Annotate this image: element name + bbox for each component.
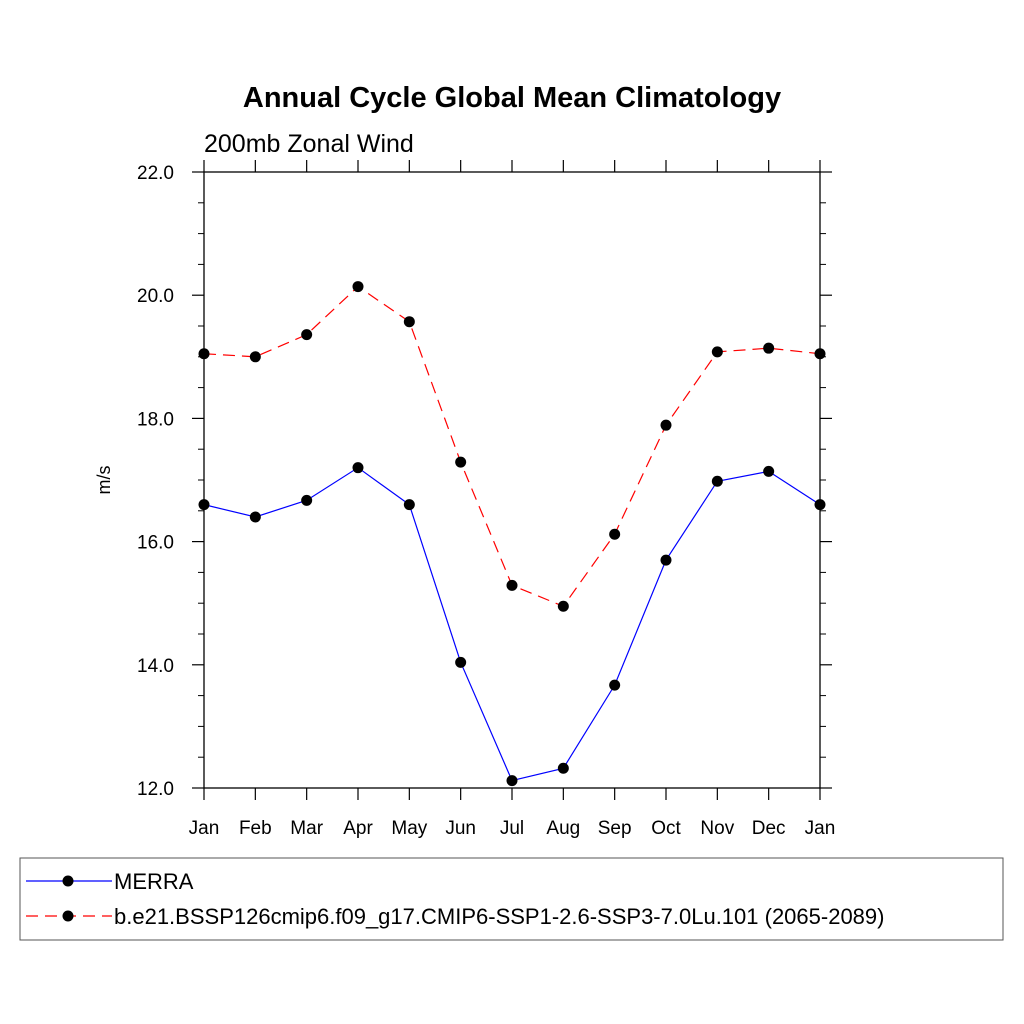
x-tick-label: May bbox=[391, 818, 427, 839]
x-tick-label: Jun bbox=[445, 818, 476, 839]
legend-label-1: b.e21.BSSP126cmip6.f09_g17.CMIP6-SSP1-2.… bbox=[114, 904, 884, 929]
series-0-point bbox=[557, 762, 569, 774]
x-tick-label: Jul bbox=[500, 818, 524, 839]
series-0-point bbox=[763, 465, 775, 477]
x-tick-label: Jan bbox=[805, 818, 836, 839]
series-0-point bbox=[609, 679, 621, 691]
x-tick-label: Mar bbox=[290, 818, 323, 839]
y-tick-label: 18.0 bbox=[137, 409, 174, 430]
series-1-point bbox=[403, 316, 415, 328]
x-tick-label: Jan bbox=[189, 818, 220, 839]
series-layer bbox=[198, 281, 826, 787]
series-1-point bbox=[660, 419, 672, 431]
series-1-point bbox=[301, 329, 313, 341]
plot-frame bbox=[203, 171, 821, 789]
chart-subtitle: 200mb Zonal Wind bbox=[204, 130, 414, 158]
series-0-point bbox=[455, 656, 467, 668]
y-axis-label: m/s bbox=[94, 466, 114, 495]
axis-ticks: Jan Feb Mar Apr May Jun Jul Aug Sep Oct Nov Dec Jan 1… bbox=[137, 160, 835, 839]
legend-label-0: MERRA bbox=[114, 869, 194, 894]
x-tick-label: Oct bbox=[651, 818, 681, 839]
series-0-point bbox=[506, 775, 518, 787]
series-0-point bbox=[711, 475, 723, 487]
series-1-point bbox=[352, 281, 364, 293]
series-1-point bbox=[711, 346, 723, 358]
x-tick-label: Nov bbox=[700, 818, 734, 839]
series-0-point bbox=[660, 554, 672, 566]
x-tick-label: Feb bbox=[239, 818, 272, 839]
series-1-line bbox=[203, 285, 821, 608]
x-tick-label: Dec bbox=[752, 818, 786, 839]
y-tick-label: 22.0 bbox=[137, 163, 174, 184]
x-tick-label: Apr bbox=[343, 818, 373, 839]
x-tick-label: Aug bbox=[546, 818, 580, 839]
x-tick-label: Sep bbox=[598, 818, 632, 839]
legend-marker-0 bbox=[62, 875, 74, 887]
y-tick-label: 14.0 bbox=[137, 656, 174, 677]
y-tick-label: 20.0 bbox=[137, 286, 174, 307]
legend-box bbox=[19, 857, 1004, 941]
series-0-line bbox=[203, 466, 821, 782]
series-1-point bbox=[506, 579, 518, 591]
series-0-point bbox=[249, 511, 261, 523]
series-1-point bbox=[455, 456, 467, 468]
series-1-point bbox=[557, 600, 569, 612]
y-tick-label: 16.0 bbox=[137, 533, 174, 554]
series-0-point bbox=[301, 494, 313, 506]
series-1-point bbox=[249, 351, 261, 363]
series-0-point bbox=[403, 499, 415, 511]
y-tick-label: 12.0 bbox=[137, 779, 174, 800]
legend: MERRA b.e21.BSSP126cmip6.f09_g17.CMIP6-SS… bbox=[19, 857, 1004, 941]
series-1-point bbox=[609, 528, 621, 540]
series-0-point bbox=[352, 462, 364, 474]
chart-title: Annual Cycle Global Mean Climatology bbox=[243, 82, 781, 114]
legend-marker-1 bbox=[62, 910, 74, 922]
series-1-point bbox=[763, 342, 775, 354]
